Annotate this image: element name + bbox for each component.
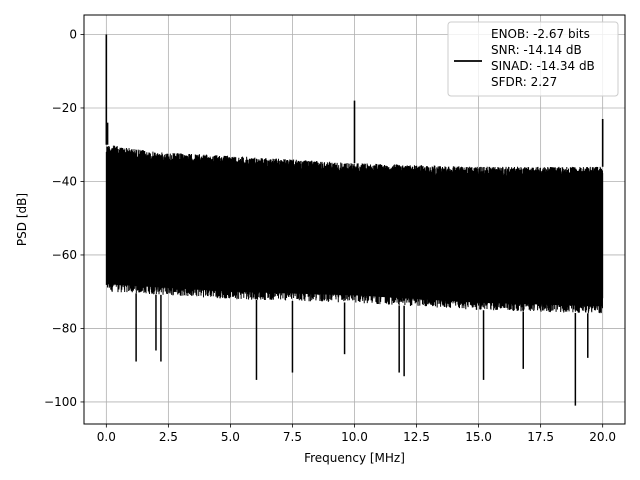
y-tick-label: −40 (52, 174, 77, 188)
y-axis-label: PSD [dB] (15, 193, 29, 246)
legend-box (447, 21, 619, 97)
legend: ENOB: -2.67 bits SNR: -14.14 dB SINAD: -14… (447, 21, 619, 97)
y-tick-label: −60 (52, 248, 77, 262)
y-tick-label: −20 (52, 101, 77, 115)
x-tick-label: 17.5 (527, 430, 554, 444)
x-axis-label: Frequency [MHz] (304, 451, 405, 465)
legend-entry: SFDR: 2.27 (491, 75, 557, 89)
x-axis: 0.0 2.5 5.0 7.5 10.0 12.5 15.0 17.5 20.0 (97, 424, 616, 444)
legend-entry: ENOB: -2.67 bits (491, 27, 590, 41)
x-tick-label: 2.5 (159, 430, 178, 444)
x-tick-label: 5.0 (221, 430, 240, 444)
noise-band (106, 153, 603, 307)
x-tick-label: 10.0 (341, 430, 368, 444)
y-tick-label: 0 (69, 27, 77, 41)
x-tick-label: 12.5 (403, 430, 430, 444)
y-tick-label: −100 (44, 395, 77, 409)
x-tick-label: 20.0 (589, 430, 616, 444)
legend-entry: SNR: -14.14 dB (491, 43, 582, 57)
x-tick-label: 7.5 (283, 430, 302, 444)
x-tick-label: 15.0 (465, 430, 492, 444)
y-axis: 0 −20 −40 −60 −80 −100 (44, 27, 84, 409)
legend-entry: SINAD: -14.34 dB (491, 59, 595, 73)
x-tick-label: 0.0 (97, 430, 116, 444)
y-tick-label: −80 (52, 321, 77, 335)
plot-area (105, 34, 604, 406)
